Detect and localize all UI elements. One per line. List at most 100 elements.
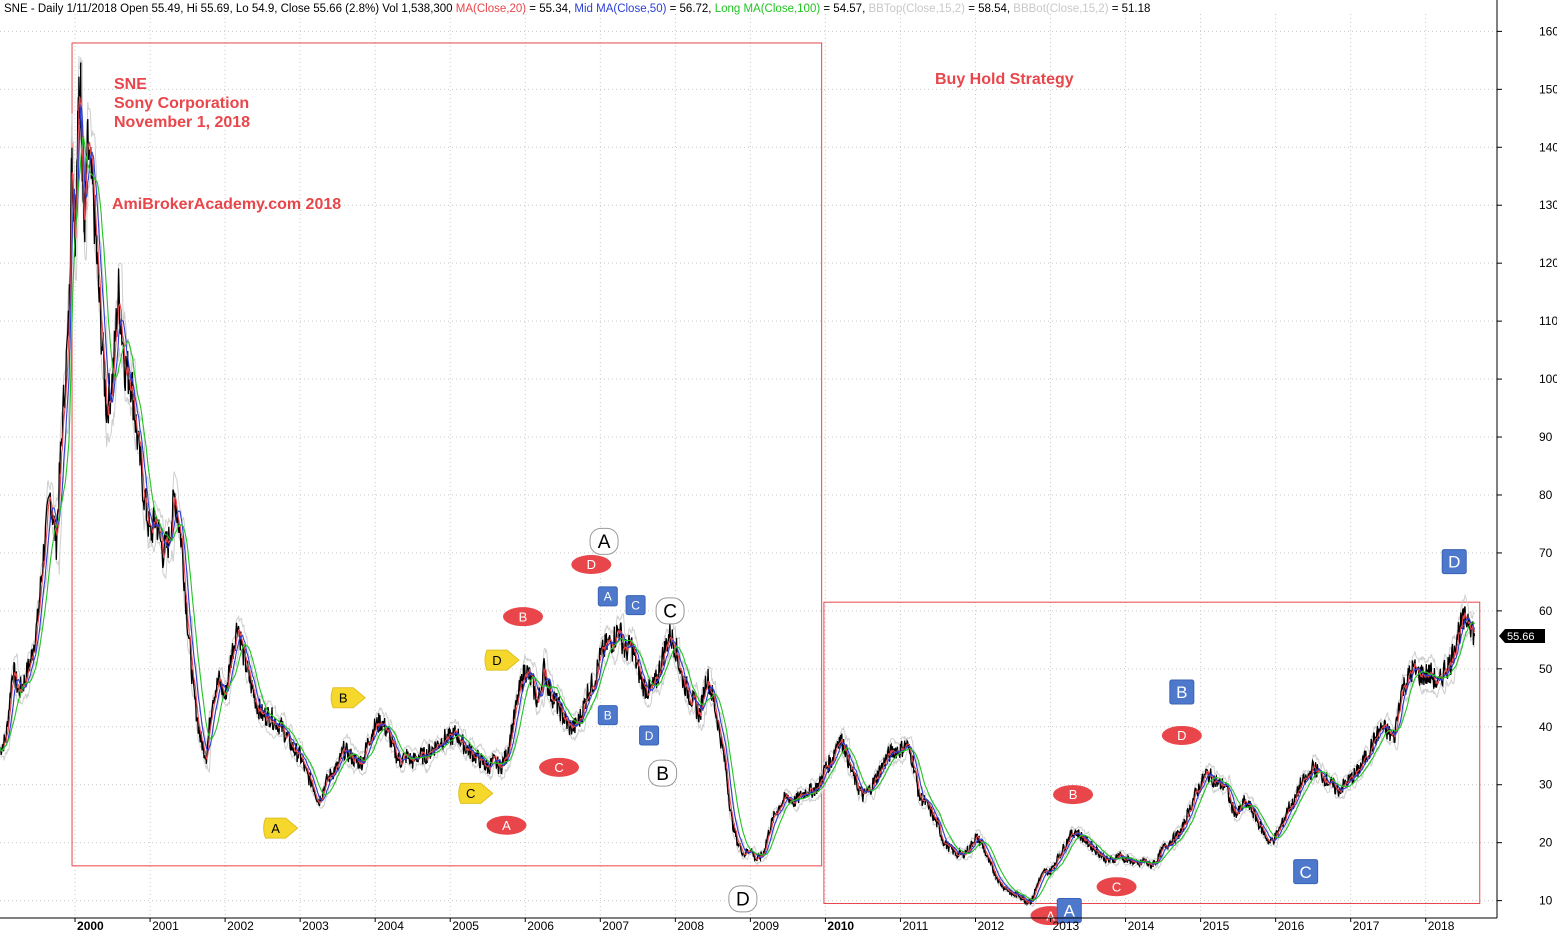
marker-label: A — [271, 821, 280, 836]
marker-yellow-arrow-d: D — [484, 649, 520, 671]
marker-blue-square-c: C — [625, 595, 646, 616]
marker-label: D — [645, 729, 654, 743]
marker-red-oval-c: C — [539, 757, 580, 777]
ma100-value: = 54.57, — [820, 3, 868, 15]
marker-blue-square-a: A — [1056, 897, 1082, 923]
marker-red-oval-d: D — [1161, 725, 1202, 745]
marker-label: C — [1112, 879, 1121, 894]
marker-label: D — [1177, 728, 1186, 743]
y-tick-label: 40 — [1539, 720, 1553, 734]
annotation-box — [71, 42, 823, 867]
y-tick-label: 70 — [1539, 546, 1553, 560]
bbbot-label: BBBot(Close,15,2) — [1013, 3, 1108, 15]
y-tick-label: 10 — [1539, 894, 1553, 908]
bbtop-label: BBTop(Close,15,2) — [868, 3, 965, 15]
marker-yellow-arrow-b: B — [330, 687, 366, 709]
y-tick-label: 90 — [1539, 430, 1553, 444]
marker-label: B — [604, 708, 612, 722]
marker-white-circle-b: B — [648, 759, 678, 787]
marker-red-oval-a: A — [486, 815, 527, 835]
price-line — [0, 62, 1476, 906]
x-tick-label: 2013 — [1053, 919, 1080, 933]
marker-blue-square-a: A — [597, 586, 618, 607]
x-tick-label: 2011 — [902, 919, 928, 933]
marker-white-circle-a: A — [589, 527, 619, 555]
annotation-company: Sony Corporation — [114, 95, 249, 112]
x-tick-label: 2014 — [1128, 919, 1155, 933]
marker-blue-square-c: C — [1293, 859, 1319, 885]
marker-white-circle-c: C — [655, 597, 685, 625]
x-tick-label: 2010 — [827, 919, 854, 933]
annotation-strategy: Buy Hold Strategy — [935, 71, 1074, 88]
marker-label: A — [598, 532, 611, 553]
y-tick-label: 150 — [1539, 82, 1557, 96]
marker-red-oval-b: B — [503, 607, 544, 627]
marker-label: B — [1176, 683, 1187, 702]
marker-label: D — [492, 653, 501, 668]
bbtop-value: = 58.54, — [965, 3, 1013, 15]
marker-red-oval-c: C — [1096, 877, 1137, 897]
marker-label: B — [1069, 787, 1078, 802]
marker-label: C — [466, 786, 475, 801]
x-tick-label: 2009 — [752, 919, 779, 933]
x-tick-label: 2004 — [377, 919, 404, 933]
y-tick-label: 130 — [1539, 198, 1557, 212]
marker-label: A — [1064, 902, 1076, 921]
last-price-label: 55.66 — [1507, 631, 1535, 643]
annotation-date: November 1, 2018 — [114, 114, 250, 131]
ma20-label: MA(Close,20) — [456, 3, 526, 15]
x-tick-label: 2007 — [602, 919, 629, 933]
marker-label: B — [656, 764, 669, 785]
marker-white-circle-d: D — [728, 885, 758, 913]
y-tick-label: 160 — [1539, 24, 1557, 38]
y-tick-label: 110 — [1539, 314, 1557, 328]
y-tick-label: 100 — [1539, 372, 1557, 386]
marker-blue-square-d: D — [1441, 549, 1467, 575]
x-tick-label: 2015 — [1203, 919, 1230, 933]
last-price-tag: 55.66 — [1499, 629, 1545, 644]
x-tick-label: 2000 — [77, 919, 104, 933]
y-tick-label: 30 — [1539, 778, 1553, 792]
marker-label: A — [502, 818, 511, 833]
bbbot-value: = 51.18 — [1109, 3, 1151, 15]
bollinger-bottom-line — [0, 133, 1475, 908]
marker-label: B — [519, 609, 528, 624]
grid-layer — [0, 14, 1497, 918]
symbol-line: SNE - Daily 1/11/2018 Open 55.49, Hi 55.… — [4, 3, 453, 15]
marker-red-oval-b: B — [1053, 785, 1094, 805]
x-tick-label: 2002 — [227, 919, 254, 933]
marker-label: D — [587, 557, 596, 572]
x-tick-label: 2008 — [677, 919, 704, 933]
ma50-label: Mid MA(Close,50) — [574, 3, 666, 15]
annotation-site: AmiBrokerAcademy.com 2018 — [112, 196, 341, 213]
marker-blue-square-d: D — [639, 725, 660, 746]
marker-label: C — [1300, 863, 1312, 882]
x-tick-label: 2016 — [1278, 919, 1305, 933]
x-tick-label: 2017 — [1353, 919, 1380, 933]
marker-label: A — [604, 590, 612, 604]
x-tick-label: 2005 — [452, 919, 479, 933]
x-tick-label: 2018 — [1428, 919, 1455, 933]
ma100-label: Long MA(Close,100) — [715, 3, 821, 15]
marker-blue-square-b: B — [597, 705, 618, 726]
marker-label: C — [554, 760, 563, 775]
ma50-value: = 56.72, — [666, 3, 714, 15]
marker-yellow-arrow-c: C — [458, 782, 494, 804]
marker-red-oval-d: D — [571, 555, 612, 575]
chart-header: SNE - Daily 1/11/2018 Open 55.49, Hi 55.… — [4, 3, 1150, 15]
ma50-line — [0, 104, 1476, 903]
y-tick-label: 120 — [1539, 256, 1557, 270]
annotation-ticker: SNE — [114, 76, 147, 93]
marker-label: B — [339, 690, 348, 705]
marker-blue-square-b: B — [1169, 679, 1195, 705]
marker-label: D — [1448, 553, 1460, 572]
marker-label: D — [736, 890, 750, 911]
y-tick-label: 20 — [1539, 836, 1553, 850]
y-tick-label: 80 — [1539, 488, 1553, 502]
x-tick-label: 2012 — [977, 919, 1004, 933]
series-layer — [0, 55, 1476, 908]
